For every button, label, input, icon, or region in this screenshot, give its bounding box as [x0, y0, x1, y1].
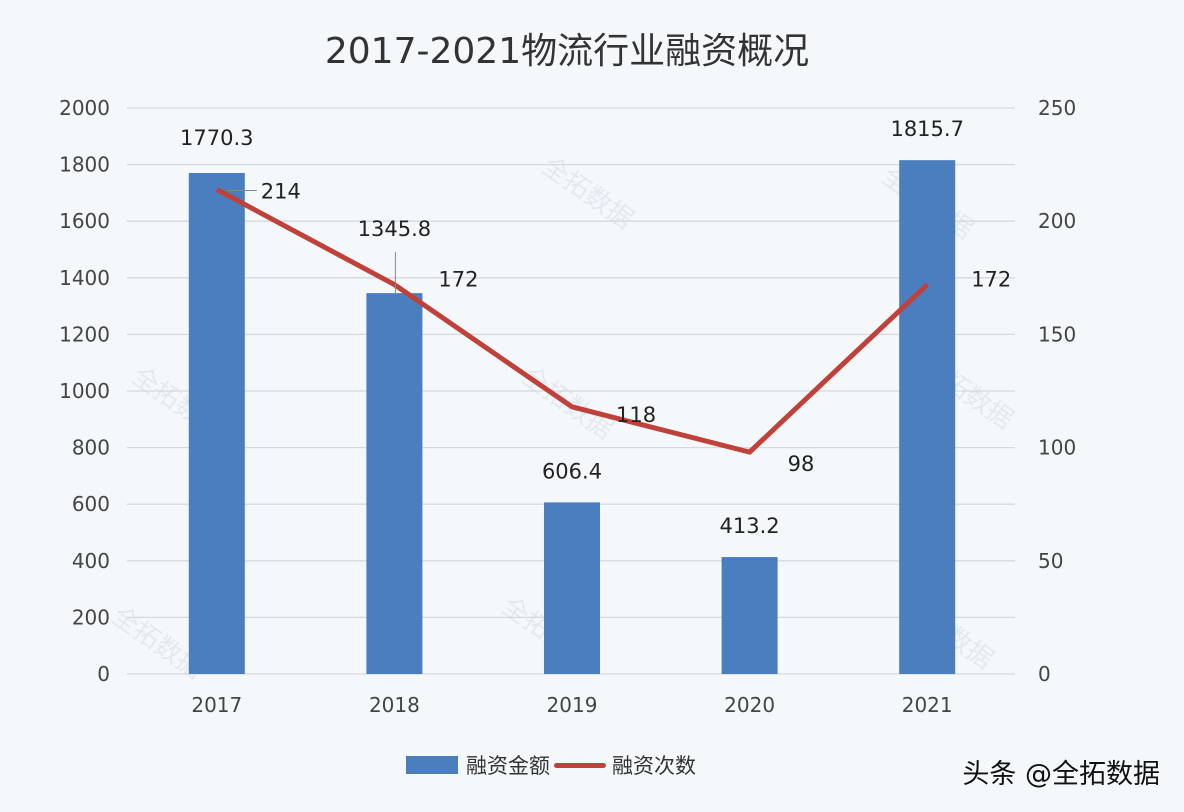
bar-value-label: 1770.3	[180, 126, 253, 150]
y-left-tick: 1200	[59, 322, 110, 346]
bar-2019	[544, 502, 600, 674]
y-left-tick: 1800	[59, 153, 110, 177]
watermark: 全拓数据	[536, 151, 638, 235]
bar-value-label: 1815.7	[890, 117, 963, 141]
y-left-tick: 600	[72, 492, 110, 516]
y-left-tick: 1600	[59, 209, 110, 233]
y-left-tick: 2000	[59, 96, 110, 120]
bar-value-label: 606.4	[542, 459, 602, 483]
combo-chart: 全拓数据全拓数据全拓数据全拓数据全拓数据全拓数据全拓数据全拓数据02004006…	[59, 96, 1076, 717]
x-tick: 2019	[547, 693, 598, 717]
legend-line-label: 融资次数	[612, 754, 696, 778]
line-value-label: 118	[616, 403, 656, 427]
y-right-tick: 0	[1038, 662, 1051, 686]
y-left-tick: 400	[72, 549, 110, 573]
legend-bar-swatch	[406, 756, 458, 774]
y-left-tick: 200	[72, 605, 110, 629]
x-tick: 2017	[191, 693, 242, 717]
line-value-label: 172	[438, 268, 478, 292]
bar-2018	[366, 293, 423, 674]
bar-2017	[188, 173, 245, 674]
x-tick: 2020	[724, 693, 775, 717]
legend: 融资金额 融资次数	[406, 750, 696, 780]
legend-line-swatch	[554, 762, 606, 768]
y-right-tick: 250	[1038, 96, 1076, 120]
bar-value-label: 1345.8	[358, 217, 431, 241]
y-right-tick: 200	[1038, 209, 1076, 233]
x-tick: 2021	[902, 693, 953, 717]
y-left-tick: 0	[97, 662, 110, 686]
bar-2020	[721, 557, 778, 674]
y-left-tick: 1000	[59, 379, 110, 403]
y-left-tick: 800	[72, 436, 110, 460]
line-value-label: 172	[971, 268, 1011, 292]
line-value-label: 98	[788, 452, 815, 476]
y-right-tick: 100	[1038, 436, 1076, 460]
y-right-tick: 50	[1038, 549, 1063, 573]
y-right-tick: 150	[1038, 322, 1076, 346]
y-left-tick: 1400	[59, 266, 110, 290]
x-tick: 2018	[369, 693, 420, 717]
chart-title: 2017-2021物流行业融资概况	[324, 31, 810, 72]
line-value-label: 214	[261, 180, 301, 204]
bar-2021	[899, 160, 956, 674]
source-credit: 头条 @全拓数据	[962, 759, 1160, 790]
bar-value-label: 413.2	[720, 514, 780, 538]
legend-bar-label: 融资金额	[466, 754, 550, 778]
line-series	[215, 187, 929, 455]
